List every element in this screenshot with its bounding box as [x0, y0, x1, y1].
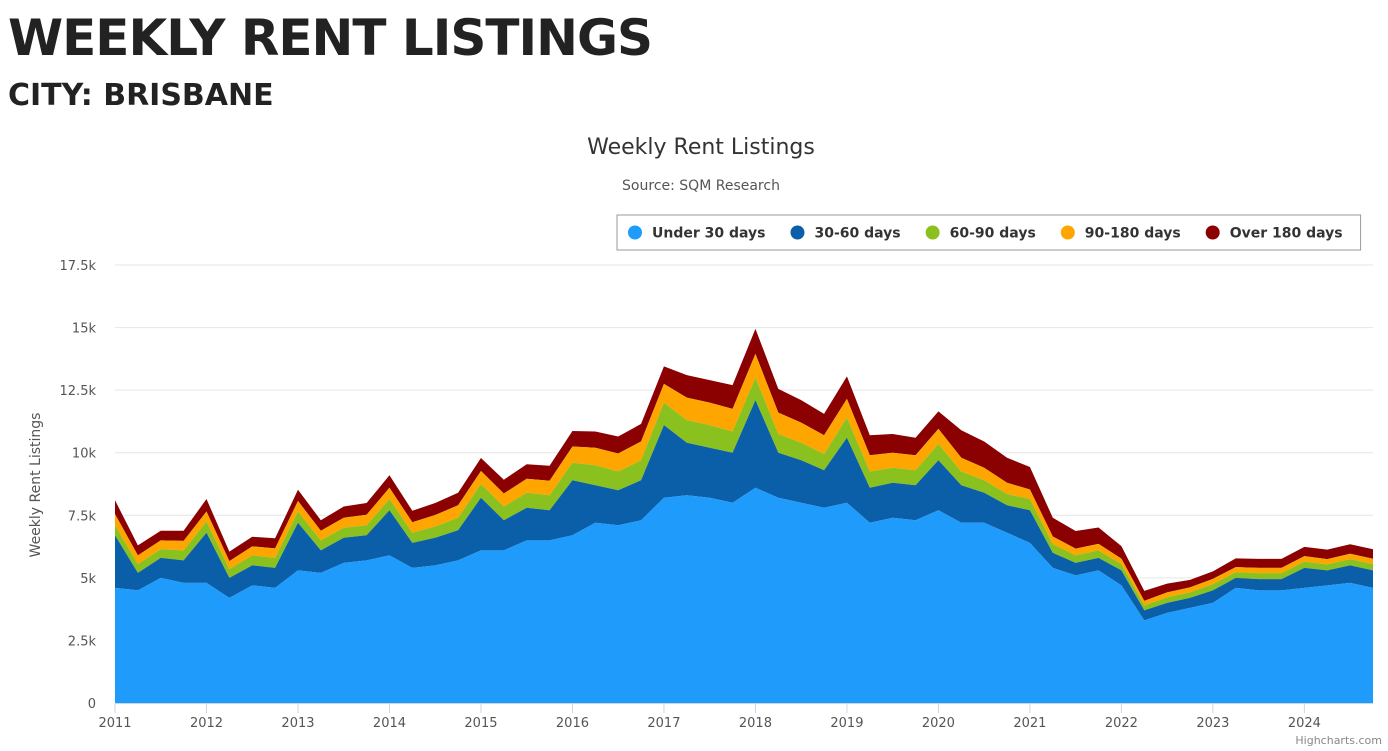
y-tick-label: 7.5k [68, 509, 97, 524]
series-area-90-180-days[interactable] [115, 353, 1373, 606]
legend-label: 30-60 days [814, 226, 900, 242]
legend-marker [1060, 225, 1075, 240]
x-tick-label: 2011 [98, 716, 131, 731]
chart-title: Weekly Rent Listings [587, 135, 815, 160]
y-tick-label: 12.5k [60, 384, 97, 399]
x-tick-label: 2020 [922, 716, 955, 731]
legend-label: Over 180 days [1230, 226, 1343, 242]
series-area-60-90-days[interactable] [115, 377, 1373, 611]
x-tick-label: 2018 [739, 716, 772, 731]
x-tick-label: 2012 [190, 716, 223, 731]
legend-marker [925, 225, 940, 240]
y-tick-label: 10k [72, 447, 97, 462]
y-axis-label: Weekly Rent Listings [28, 413, 44, 558]
x-tick-label: 2015 [464, 716, 497, 731]
page-title: WEEKLY RENT LISTINGS [8, 9, 653, 67]
y-tick-label: 5k [80, 572, 96, 587]
page-subtitle: CITY: BRISBANE [8, 78, 274, 113]
legend-box [616, 214, 1362, 251]
legend: Under 30 days 30-60 days 60-90 days 90-180 … [616, 214, 1362, 251]
legend-label: Under 30 days [652, 226, 765, 242]
credits-link[interactable]: Highcharts.com [1295, 734, 1382, 747]
legend-marker [790, 225, 805, 240]
y-tick-label: 17.5k [60, 259, 97, 274]
legend-marker [628, 225, 642, 240]
x-tick-label: 2019 [830, 716, 863, 731]
y-axis: 0 2.5k 5k 7.5k 10k 12.5k 15k 17.5k [60, 259, 97, 712]
y-tick-label: 0 [88, 697, 96, 712]
legend-item-90-180-days[interactable]: 90-180 days [1060, 225, 1181, 242]
series-area-under-30-days[interactable] [115, 487, 1373, 703]
legend-item-30-60-days[interactable]: 30-60 days [790, 225, 901, 242]
x-tick-label: 2016 [556, 716, 589, 731]
legend-marker [1205, 225, 1220, 240]
legend-item-over-180-days[interactable]: Over 180 days [1205, 225, 1343, 242]
y-tick-label: 15k [72, 322, 97, 337]
series-area-30-60-days[interactable] [115, 400, 1373, 621]
x-tick-label: 2014 [373, 716, 406, 731]
series-areas [115, 328, 1373, 703]
chart-subtitle: Source: SQM Research [622, 178, 780, 194]
x-tick-label: 2022 [1105, 716, 1138, 731]
x-tick-label: 2017 [647, 716, 680, 731]
legend-label: 90-180 days [1085, 226, 1181, 242]
legend-label: 60-90 days [950, 226, 1036, 242]
x-tick-label: 2024 [1288, 716, 1321, 731]
legend-item-60-90-days[interactable]: 60-90 days [925, 225, 1036, 242]
chart-svg: 2011 2012 2013 2014 2015 2016 2017 2018 2019 2020… [28, 135, 1382, 747]
chart-container: 2011 2012 2013 2014 2015 2016 2017 2018 2019 2020… [0, 120, 1388, 747]
x-tick-label: 2023 [1196, 716, 1229, 731]
x-tick-label: 2013 [281, 716, 314, 731]
x-axis: 2011 2012 2013 2014 2015 2016 2017 2018 2019 2020… [98, 703, 1373, 731]
x-tick-label: 2021 [1013, 716, 1046, 731]
legend-item-under-30-days[interactable]: Under 30 days [628, 225, 765, 242]
y-tick-label: 2.5k [68, 634, 97, 649]
series-area-over-180-days[interactable] [115, 328, 1373, 601]
